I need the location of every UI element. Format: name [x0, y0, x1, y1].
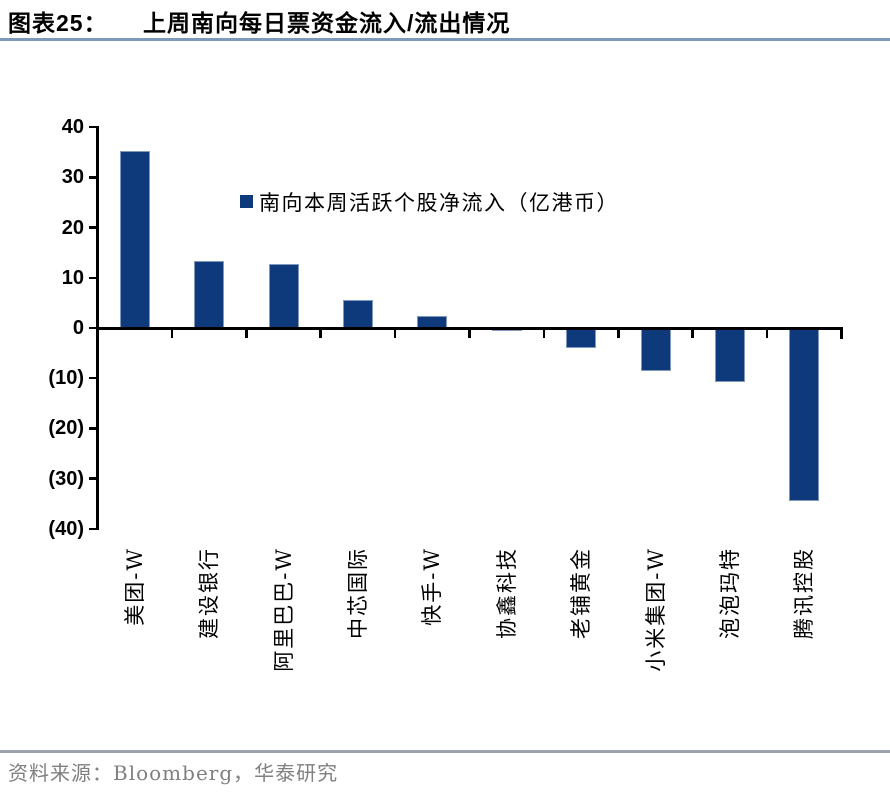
title-divider-rule: [0, 38, 890, 41]
y-axis-label: 10: [61, 266, 84, 289]
x-axis-tick: [542, 329, 546, 338]
y-axis-tick: [89, 226, 96, 229]
x-axis-category-label: 协鑫科技: [494, 547, 519, 639]
y-axis-label: (40): [48, 517, 84, 540]
x-axis-category-label: 老铺黄金: [569, 547, 594, 639]
x-axis-category-label: 阿里巴巴-W: [271, 547, 296, 672]
x-axis-tick: [393, 329, 397, 338]
bar-美团-W: [119, 150, 150, 328]
x-axis-tick: [468, 329, 471, 338]
x-axis-tick: [245, 329, 248, 338]
y-axis-tick: [89, 376, 96, 380]
bar-阿里巴巴-W: [268, 263, 299, 328]
y-axis-label: 0: [72, 317, 84, 339]
figure-number-label: 图表25：: [8, 10, 108, 36]
x-axis-tick: [319, 329, 322, 338]
x-axis-category-label: 腾讯控股: [792, 547, 817, 639]
bar-小米集团-W: [640, 328, 671, 372]
y-axis-label: 20: [61, 216, 84, 239]
x-axis-category-label: 中芯国际: [345, 547, 370, 639]
x-axis-category-label: 建设银行: [197, 547, 222, 639]
legend-series-label: 南向本周活跃个股净流入（亿港币）: [259, 191, 619, 215]
y-axis-label: (20): [48, 417, 84, 440]
footer-divider-rule: [0, 750, 890, 753]
x-axis-tick: [691, 329, 694, 338]
data-source-text: 资料来源：Bloomberg，华泰研究: [8, 761, 339, 785]
x-axis-tick: [170, 329, 174, 338]
x-axis-tick: [765, 329, 769, 338]
y-axis-label: 30: [61, 166, 84, 189]
y-axis-tick: [89, 176, 96, 179]
x-axis-category-label: 小米集团-W: [643, 547, 668, 672]
y-axis-label: 40: [61, 116, 84, 139]
y-axis-label: (30): [48, 467, 84, 490]
chart-legend: 南向本周活跃个股净流入（亿港币）: [240, 187, 619, 217]
y-axis-tick: [89, 125, 96, 129]
bar-腾讯控股: [789, 328, 820, 501]
y-axis-tick: [89, 427, 96, 430]
x-axis-tick: [617, 329, 620, 338]
figure-header: 图表25： 上周南向每日票资金流入/流出情况: [8, 4, 882, 38]
x-axis-category-label: 泡泡玛特: [717, 547, 742, 639]
bar-建设银行: [194, 260, 225, 328]
bar-chart-canvas: 南向本周活跃个股净流入（亿港币） 40 30 20 10 0 (10) (20) (30) (4…: [0, 40, 890, 740]
legend-color-swatch: [240, 195, 253, 208]
y-axis-tick: [89, 477, 96, 480]
y-axis-tick: [89, 276, 96, 280]
bar-中芯国际: [342, 300, 373, 328]
x-axis-line: [96, 326, 843, 330]
x-axis-end-tick: [840, 326, 843, 339]
figure-title: 上周南向每日票资金流入/流出情况: [142, 10, 511, 36]
x-axis-category-label: 快手-W: [420, 547, 445, 626]
y-axis-label: (10): [48, 367, 84, 390]
y-axis-tick: [89, 527, 96, 531]
bar-泡泡玛特: [714, 328, 745, 382]
bar-老铺黄金: [566, 328, 597, 348]
x-axis-category-label: 美团-W: [122, 547, 147, 626]
y-axis-tick: [89, 326, 96, 330]
